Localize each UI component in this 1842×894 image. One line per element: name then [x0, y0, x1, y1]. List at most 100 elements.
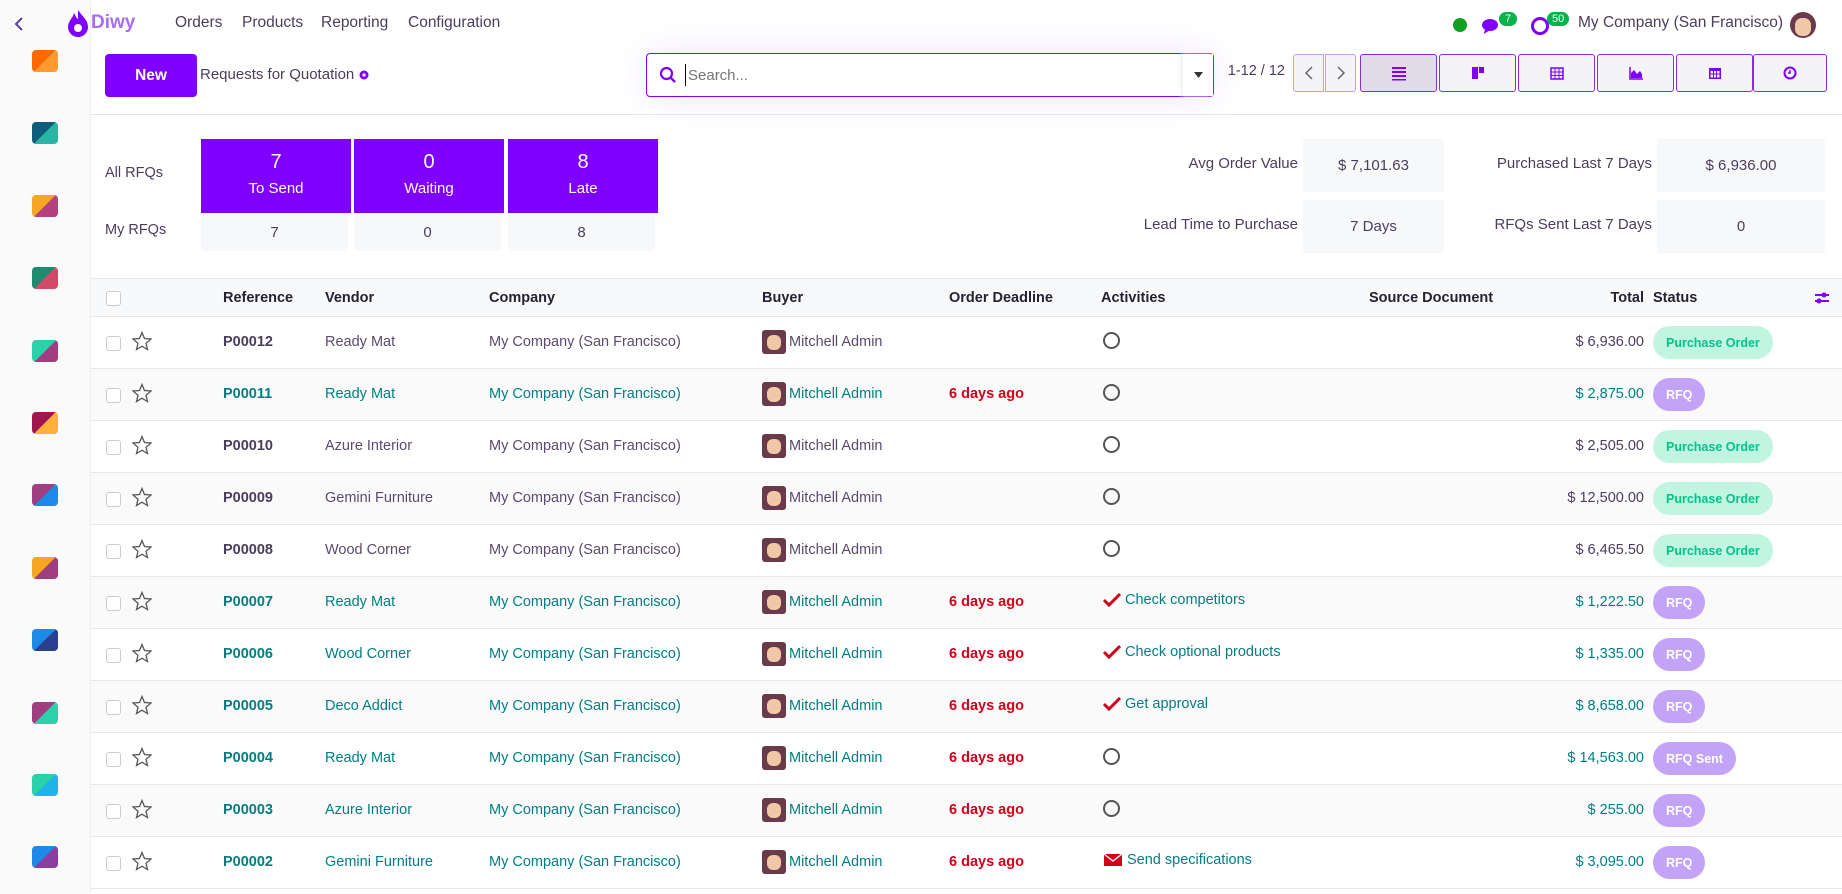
row-checkbox[interactable]: [106, 804, 121, 819]
row-checkbox[interactable]: [106, 544, 121, 559]
menu-orders[interactable]: Orders: [175, 14, 223, 31]
discuss-icon[interactable]: [32, 50, 58, 72]
crm-icon[interactable]: [32, 339, 58, 362]
table-row[interactable]: P00011 Ready Mat My Company (San Francisco…: [91, 369, 1842, 421]
contacts-icon[interactable]: [32, 267, 58, 290]
tile-late[interactable]: 8 Late: [508, 139, 658, 213]
reference[interactable]: P00004: [223, 750, 273, 766]
activity[interactable]: [1103, 436, 1120, 453]
optional-columns-icon[interactable]: [1814, 290, 1830, 306]
activity[interactable]: [1103, 488, 1120, 505]
reference[interactable]: P00012: [223, 334, 273, 350]
pos-icon[interactable]: [32, 556, 58, 579]
table-row[interactable]: P00012 Ready Mat My Company (San Francisco…: [91, 317, 1842, 369]
column-header-buyer[interactable]: Buyer: [762, 290, 804, 306]
table-row[interactable]: P00010 Azure Interior My Company (San Fran…: [91, 421, 1842, 473]
calendar-view-button[interactable]: [1676, 54, 1753, 92]
activity[interactable]: Check competitors: [1103, 592, 1245, 608]
column-header-status[interactable]: Status: [1653, 290, 1698, 306]
clock-icon[interactable]: [1103, 384, 1120, 401]
reference[interactable]: P00002: [223, 854, 273, 870]
reference[interactable]: P00003: [223, 802, 273, 818]
menu-configuration[interactable]: Configuration: [408, 14, 501, 31]
table-row[interactable]: P00002 Gemini Furniture My Company (San Fr…: [91, 837, 1842, 889]
star-icon[interactable]: [131, 642, 153, 667]
buyer[interactable]: Mitchell Admin: [762, 746, 882, 770]
sales-icon[interactable]: [32, 412, 58, 434]
activities-button[interactable]: 50: [1531, 12, 1573, 38]
buyer[interactable]: Mitchell Admin: [762, 330, 882, 354]
buyer[interactable]: Mitchell Admin: [762, 434, 882, 458]
gear-icon[interactable]: [358, 69, 370, 81]
my-tile-count[interactable]: 7: [201, 215, 348, 251]
project-icon[interactable]: [32, 701, 58, 724]
pivot-view-button[interactable]: [1518, 54, 1595, 92]
star-icon[interactable]: [131, 486, 153, 511]
pager-next-button[interactable]: [1325, 54, 1356, 92]
menu-products[interactable]: Products: [242, 14, 304, 31]
column-header-company[interactable]: Company: [489, 290, 556, 306]
star-icon[interactable]: [131, 746, 153, 771]
buyer[interactable]: Mitchell Admin: [762, 382, 882, 406]
column-header-vendor[interactable]: Vendor: [325, 290, 375, 306]
column-header-activities[interactable]: Activities: [1101, 290, 1166, 306]
activity[interactable]: [1103, 748, 1120, 765]
dashboards-icon[interactable]: [32, 484, 58, 507]
my-tile-count[interactable]: 0: [354, 215, 501, 251]
pager-value[interactable]: 1-12 / 12: [1227, 63, 1285, 79]
search-options-toggle[interactable]: [1183, 54, 1213, 96]
list-view-button[interactable]: [1360, 54, 1437, 92]
star-icon[interactable]: [131, 434, 153, 459]
user-avatar[interactable]: [1790, 12, 1816, 38]
star-icon[interactable]: [131, 590, 153, 615]
reference[interactable]: P00005: [223, 698, 273, 714]
clock-icon[interactable]: [1103, 540, 1120, 557]
company-switcher[interactable]: My Company (San Francisco): [1578, 14, 1784, 31]
tile-waiting[interactable]: 0 Waiting: [354, 139, 504, 213]
buyer[interactable]: Mitchell Admin: [762, 642, 882, 666]
row-checkbox[interactable]: [106, 648, 121, 663]
activity[interactable]: Check optional products: [1103, 644, 1281, 660]
activity[interactable]: [1103, 384, 1120, 401]
invoicing-icon[interactable]: [32, 629, 58, 652]
column-header-reference[interactable]: Reference: [223, 290, 294, 306]
my-tile-count[interactable]: 8: [508, 215, 655, 251]
table-row[interactable]: P00007 Ready Mat My Company (San Francisco…: [91, 577, 1842, 629]
column-header-source-document[interactable]: Source Document: [1369, 290, 1494, 306]
star-icon[interactable]: [131, 382, 153, 407]
messages-button[interactable]: 7: [1481, 12, 1521, 38]
chevron-left-icon[interactable]: [14, 16, 24, 32]
row-checkbox[interactable]: [106, 492, 121, 507]
reference[interactable]: P00008: [223, 542, 273, 558]
row-checkbox[interactable]: [106, 856, 121, 871]
reference[interactable]: P00010: [223, 438, 273, 454]
row-checkbox[interactable]: [106, 700, 121, 715]
activity[interactable]: Send specifications: [1103, 852, 1252, 868]
star-icon[interactable]: [131, 330, 153, 355]
menu-reporting[interactable]: Reporting: [321, 14, 389, 31]
buyer[interactable]: Mitchell Admin: [762, 798, 882, 822]
row-checkbox[interactable]: [106, 752, 121, 767]
graph-view-button[interactable]: [1597, 54, 1674, 92]
row-checkbox[interactable]: [106, 336, 121, 351]
activity[interactable]: [1103, 800, 1120, 817]
buyer[interactable]: Mitchell Admin: [762, 694, 882, 718]
select-all-checkbox[interactable]: [106, 291, 121, 306]
pager-prev-button[interactable]: [1293, 54, 1324, 92]
buyer[interactable]: Mitchell Admin: [762, 538, 882, 562]
star-icon[interactable]: [131, 850, 153, 875]
star-icon[interactable]: [131, 694, 153, 719]
clock-icon[interactable]: [1103, 748, 1120, 765]
star-icon[interactable]: [131, 798, 153, 823]
new-button[interactable]: New: [105, 54, 197, 97]
buyer[interactable]: Mitchell Admin: [762, 590, 882, 614]
row-checkbox[interactable]: [106, 596, 121, 611]
buyer[interactable]: Mitchell Admin: [762, 850, 882, 874]
reference[interactable]: P00011: [223, 386, 273, 402]
brand-logo[interactable]: Diwy: [66, 9, 135, 37]
sign-icon[interactable]: [32, 122, 58, 145]
timesheets-icon[interactable]: [32, 774, 58, 796]
buyer[interactable]: Mitchell Admin: [762, 486, 882, 510]
row-checkbox[interactable]: [106, 440, 121, 455]
clock-icon[interactable]: [1103, 332, 1120, 349]
